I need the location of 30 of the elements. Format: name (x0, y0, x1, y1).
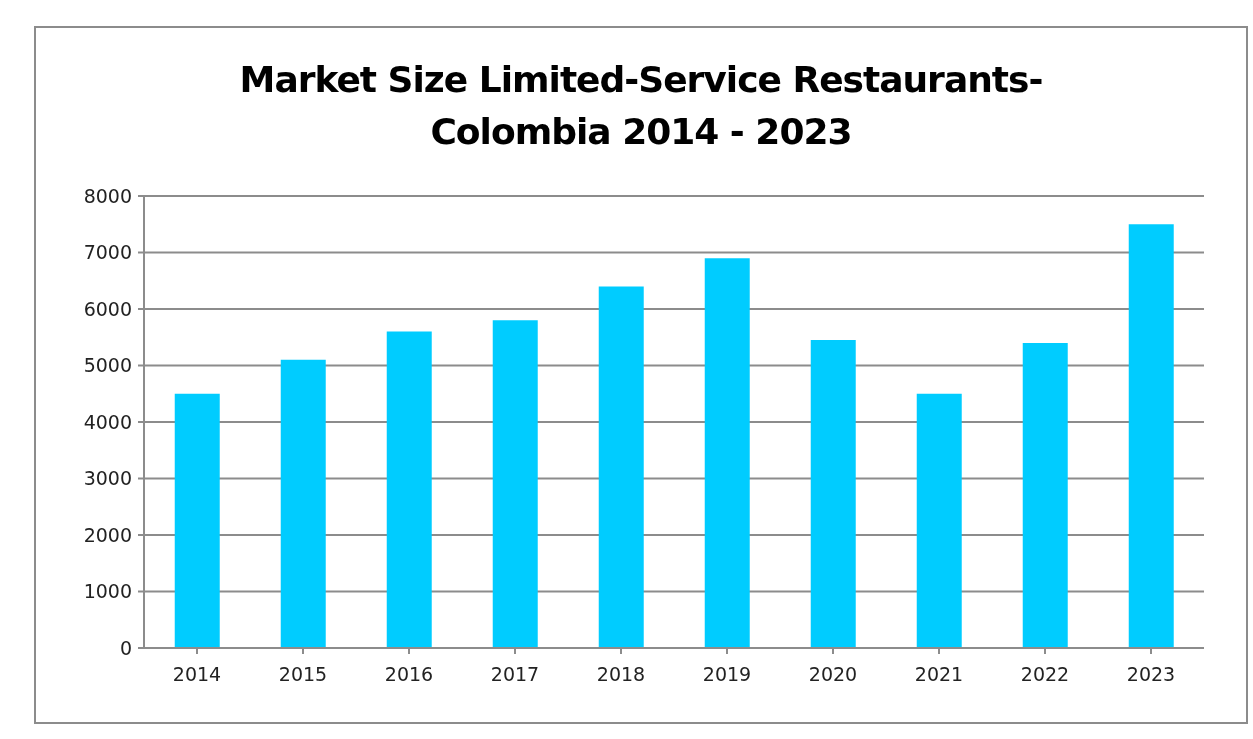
x-tick-label: 2021 (914, 663, 964, 686)
bar (1022, 342, 1068, 648)
bar (704, 258, 750, 648)
bar (1128, 224, 1174, 648)
bar (810, 340, 856, 648)
y-tick-label: 3000 (83, 467, 132, 490)
y-tick-label: 7000 (83, 241, 132, 264)
y-tick-label: 6000 (83, 297, 132, 320)
x-tick-label: 2020 (808, 663, 858, 686)
chart-title: Market Size Limited-Service Restaurants- Colombia 2014 - 2023 (238, 58, 1044, 154)
y-tick-label: 4000 (83, 410, 132, 433)
bar (492, 320, 538, 648)
bar (386, 331, 432, 648)
bar (598, 286, 644, 648)
y-tick-label: 5000 (83, 354, 132, 377)
x-tick-label: 2014 (172, 663, 222, 686)
y-tick-label: 8000 (83, 184, 132, 207)
bar (280, 359, 326, 648)
x-tick-label: 2019 (702, 663, 752, 686)
x-tick-label: 2015 (278, 663, 328, 686)
x-tick-label: 2023 (1126, 663, 1176, 686)
y-tick-label: 2000 (83, 523, 132, 546)
x-tick-label: 2017 (490, 663, 540, 686)
y-tick-label: 1000 (83, 580, 132, 603)
x-tick-label: 2022 (1020, 663, 1070, 686)
y-tick-label: 0 (119, 636, 132, 659)
bar (916, 393, 962, 648)
x-tick-label: 2018 (596, 663, 646, 686)
x-tick-label: 2016 (384, 663, 434, 686)
bar (174, 393, 220, 648)
